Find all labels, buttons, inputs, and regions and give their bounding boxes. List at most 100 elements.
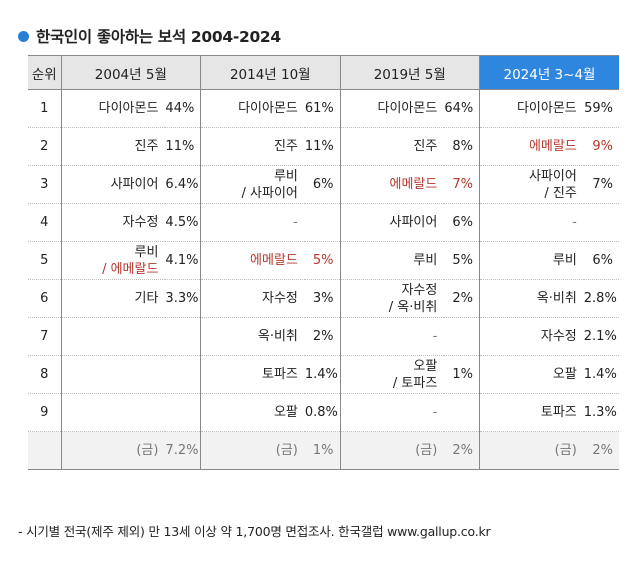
gem-name: 사파이어 [528, 168, 577, 184]
gem-name-cell-2004: 다이아몬드 [61, 89, 166, 128]
percent-cell-2014: 11% [304, 127, 341, 166]
percent-cell-2004: 4.1% [165, 241, 202, 280]
gem-name-cell-2004: 기타 [61, 279, 166, 318]
chart-title: 한국인이 좋아하는 보석 2004-2024 [18, 24, 281, 48]
gem-name: 자수정 [122, 215, 159, 230]
rank-cell: 1 [28, 89, 62, 128]
column-header-2014: 2014년 10월 [200, 55, 341, 90]
table-row: 2 진주 11% 진주 11% 진주 8% 에메랄드 9% [28, 127, 619, 166]
gem-name-secondary: / 토파즈 [392, 375, 438, 391]
gem-name: - [432, 405, 438, 420]
gem-name-cell-2004: 자수정 [61, 203, 166, 242]
gem-name-cell-2014: - [200, 203, 305, 242]
gem-name-cell-2019: 오팔 / 토파즈 [340, 355, 445, 394]
table-row: 7 옥·비취 2% - 자수정 2.1% [28, 317, 619, 356]
gem-name: - [432, 329, 438, 344]
gem-name-cell-2014: 진주 [200, 127, 305, 166]
gem-name: 진주 [273, 139, 298, 154]
gem-name: 토파즈 [540, 405, 577, 420]
rank-cell: 9 [28, 393, 62, 432]
percent-cell-2019: 5% [444, 241, 480, 280]
gem-name-cell-2014: 루비 / 사파이어 [200, 165, 305, 204]
gem-name-cell-2024: 사파이어 / 진주 [479, 165, 584, 204]
gem-name-cell-2004 [61, 393, 166, 432]
gem-name: 진주 [413, 139, 438, 154]
gem-name-cell-2004: 사파이어 [61, 165, 166, 204]
percent-cell-2014: 6% [304, 165, 341, 204]
percent-cell-2014: 3% [304, 279, 341, 318]
gem-name-cell-2024: 루비 [479, 241, 584, 280]
gem-name-cell-2019: 다이아몬드 [340, 89, 445, 128]
percent-cell-2024: 1.3% [583, 393, 619, 432]
gem-name: 자수정 [401, 282, 438, 298]
gem-name: 에메랄드 [389, 177, 438, 192]
gem-name-secondary: / 진주 [544, 185, 577, 201]
gem-name: 사파이어 [110, 177, 159, 192]
percent-cell-2014: 1.4% [304, 355, 341, 394]
percent-cell-2024: 6% [583, 241, 619, 280]
percent-cell-2004: 4.5% [165, 203, 202, 242]
percent-cell-2019: 7% [444, 165, 480, 204]
gem-name-cell-2019: - [340, 393, 445, 432]
percent-cell-2024: 2.8% [583, 279, 619, 318]
percent-cell-2004: 11% [165, 127, 202, 166]
percent-cell-2024: 2% [583, 431, 619, 470]
table-row: 8 토파즈 1.4% 오팔 / 토파즈 1% 오팔 1.4% [28, 355, 619, 394]
rank-cell [28, 431, 62, 470]
percent-cell-2019: 6% [444, 203, 480, 242]
gem-name-cell-2014: 토파즈 [200, 355, 305, 394]
percent-cell-2014: 61% [304, 89, 341, 128]
rank-header: 순위 [28, 55, 62, 90]
percent-cell-2019: 2% [444, 431, 480, 470]
table-row: 1 다이아몬드 44% 다이아몬드 61% 다이아몬드 64% 다이아몬드 59% [28, 89, 619, 128]
percent-cell-2024: 1.4% [583, 355, 619, 394]
percent-cell-2004: 3.3% [165, 279, 202, 318]
percent-cell-2019 [444, 393, 480, 432]
gem-name-cell-2019: (금) [340, 431, 445, 470]
gem-name: 루비 [273, 168, 298, 184]
gem-name-cell-2014: (금) [200, 431, 305, 470]
percent-cell-2019: 2% [444, 279, 480, 318]
gem-name-cell-2004 [61, 355, 166, 394]
gem-name: 루비 [413, 253, 438, 268]
percent-cell-2004 [165, 317, 202, 356]
gem-name-cell-2004: 진주 [61, 127, 166, 166]
gem-name: 사파이어 [389, 215, 438, 230]
percent-cell-2014: 2% [304, 317, 341, 356]
gem-name-cell-2014: 오팔 [200, 393, 305, 432]
gem-name-cell-2004: 루비 / 에메랄드 [61, 241, 166, 280]
gem-name: 다이아몬드 [238, 101, 298, 116]
gem-name: 오팔 [413, 358, 438, 374]
gem-name: 자수정 [540, 329, 577, 344]
percent-cell-2014: 1% [304, 431, 341, 470]
gold-row: (금) 7.2% (금) 1% (금) 2% (금) 2% [28, 431, 619, 470]
gem-name-cell-2024: 자수정 [479, 317, 584, 356]
gem-name: 옥·비취 [257, 329, 298, 344]
gem-name: 에메랄드 [528, 139, 577, 154]
gem-name: 에메랄드 [250, 253, 298, 268]
gem-name: (금) [554, 443, 577, 458]
gem-name-cell-2019: 진주 [340, 127, 445, 166]
gem-name-cell-2024: (금) [479, 431, 584, 470]
percent-cell-2004: 44% [165, 89, 202, 128]
gem-name: 오팔 [552, 367, 577, 382]
rank-cell: 3 [28, 165, 62, 204]
percent-cell-2019 [444, 317, 480, 356]
gem-name-cell-2019: 자수정 / 옥·비취 [340, 279, 445, 318]
percent-cell-2024 [583, 203, 619, 242]
percent-cell-2024: 7% [583, 165, 619, 204]
table-row: 6 기타 3.3% 자수정 3% 자수정 / 옥·비취 2% 옥·비취 2.8% [28, 279, 619, 318]
gem-name-cell-2019: 루비 [340, 241, 445, 280]
table-row: 5 루비 / 에메랄드 4.1% 에메랄드 5% 루비 5% 루비 6% [28, 241, 619, 280]
gem-name: 오팔 [273, 405, 298, 420]
percent-cell-2004: 6.4% [165, 165, 202, 204]
table-row: 4 자수정 4.5% - 사파이어 6% - [28, 203, 619, 242]
table-row: 9 오팔 0.8% - 토파즈 1.3% [28, 393, 619, 432]
gem-name: 옥·비취 [536, 291, 577, 306]
rank-cell: 4 [28, 203, 62, 242]
percent-cell-2014: 0.8% [304, 393, 341, 432]
percent-cell-2004: 7.2% [165, 431, 202, 470]
gem-name-cell-2004 [61, 317, 166, 356]
gem-name-cell-2024: 옥·비취 [479, 279, 584, 318]
percent-cell-2019: 8% [444, 127, 480, 166]
